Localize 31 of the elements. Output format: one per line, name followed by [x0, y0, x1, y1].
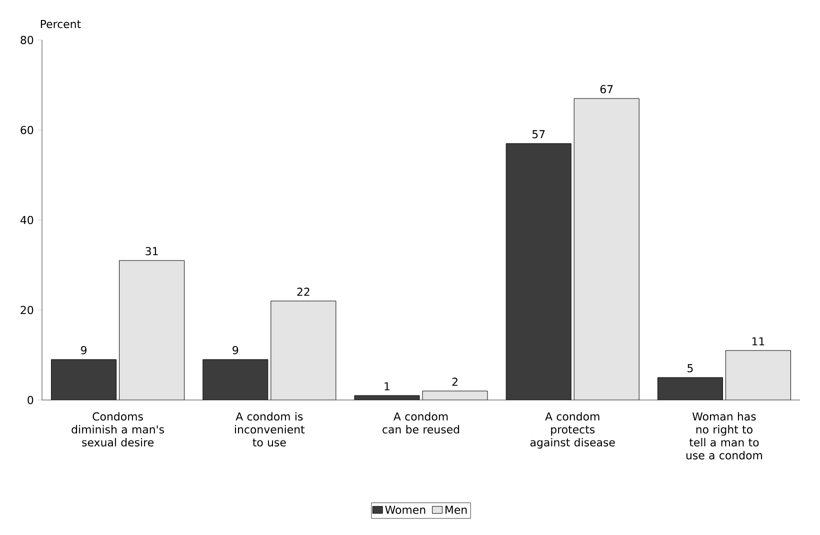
y-axis-title: Percent [40, 20, 81, 28]
x-tick-label: A condom can be reused [382, 412, 460, 434]
data-label: 5 [688, 364, 693, 372]
bar [202, 360, 268, 400]
x-tick-label: A condom is inconvenient to use [235, 412, 305, 446]
x-tick-label: Condoms diminish a man's sexual desire [72, 412, 164, 446]
data-label: 9 [81, 346, 87, 354]
legend-label: Men [446, 506, 467, 514]
y-tick-label: 20 [20, 306, 34, 314]
bar [574, 98, 640, 400]
data-label: 9 [232, 346, 238, 354]
bar [51, 360, 116, 400]
x-tick-label: A condom protects against disease [530, 412, 615, 449]
data-label: 31 [146, 247, 158, 256]
bar [506, 144, 572, 400]
data-label: 22 [297, 288, 310, 296]
y-tick-label: 40 [20, 216, 34, 224]
bar [119, 260, 184, 400]
y-tick-label: 0 [28, 396, 34, 404]
bar [725, 350, 791, 400]
data-label: 1 [384, 382, 390, 390]
data-label: 67 [600, 85, 613, 94]
data-label: 2 [452, 378, 458, 386]
data-label: 57 [532, 130, 545, 138]
bar [270, 301, 336, 400]
bar [657, 377, 723, 400]
x-tick-label: Woman has no right to tell a man to use a condom [686, 412, 762, 460]
y-tick-label: 80 [20, 36, 34, 44]
y-tick-label: 60 [20, 126, 34, 134]
data-label: 11 [752, 337, 764, 346]
legend-label: Women [385, 506, 426, 514]
